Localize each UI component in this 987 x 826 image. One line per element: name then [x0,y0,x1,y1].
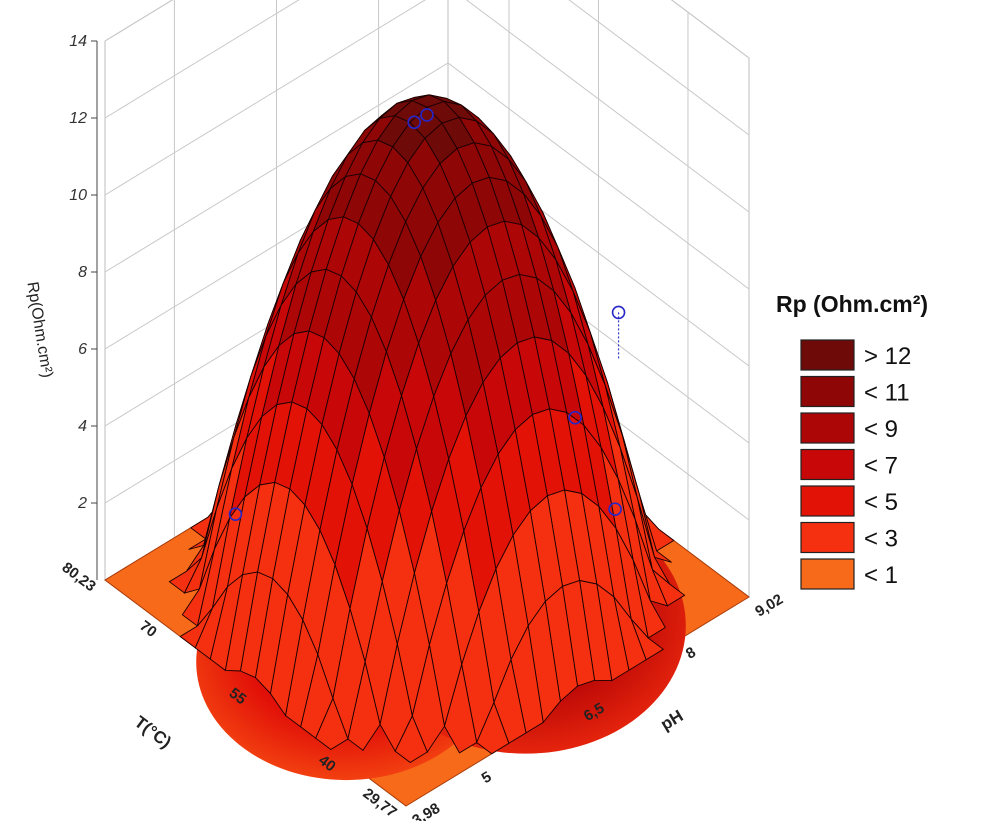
z-tick-label: 12 [69,110,87,127]
x-tick-label: 8 [683,644,699,663]
legend-label: < 3 [864,526,898,553]
x-tick-label: 5 [479,768,495,787]
legend-swatch [800,485,855,517]
data-point [568,410,582,425]
legend-swatch [800,375,855,408]
legend-label: < 7 [864,453,898,480]
surface-cell [347,661,381,751]
y-axis-title: T(°C) [131,712,175,752]
legend-swatch [800,339,855,371]
z-tick-label: 6 [78,341,87,358]
z-gridline [104,0,750,136]
legend-label: < 9 [864,416,898,443]
data-point [608,502,622,517]
y-tick-label: 40 [315,752,339,776]
legend-label: < 5 [864,489,898,516]
legend-title: Rp (Ohm.cm²) [776,291,928,317]
y-tick-label: 55 [226,685,250,709]
legend: Rp (Ohm.cm²) > 12 < 11 < 9 < 7 < 5 < 3 < 1 [776,291,928,590]
z-gridline [104,0,750,213]
x-tick-label: 9,02 [752,591,786,621]
surface-cell [444,664,478,754]
y-tick-label: 80,23 [59,559,99,595]
z-tick-label: 14 [69,33,87,50]
legend-swatch [800,412,855,444]
z-gridline [104,62,750,290]
surface-cell [476,701,510,755]
z-tick-label: 10 [69,187,87,204]
legend-swatch [800,558,855,590]
legend-swatch [800,521,855,554]
data-point [228,507,243,522]
data-point [420,108,434,122]
surface-cell [315,697,349,751]
z-tick-label: 8 [78,264,87,281]
x-axis-title: pH [657,706,686,734]
legend-label: < 11 [864,380,910,407]
x-tick-label: 3,98 [409,800,443,821]
data-point [611,305,626,320]
surface-cell [394,714,428,764]
z-axis-title: Rp(Ohm.cm²) [23,281,55,379]
z-tick-label: 2 [77,495,87,512]
data-point [407,115,422,130]
legend-swatch [800,448,855,481]
legend-label: > 12 [864,343,911,370]
observed-points [228,108,626,522]
response-surface [168,94,686,764]
legend-label: < 1 [864,562,898,589]
z-tick-label: 4 [78,418,87,435]
y-tick-label: 70 [136,617,160,641]
